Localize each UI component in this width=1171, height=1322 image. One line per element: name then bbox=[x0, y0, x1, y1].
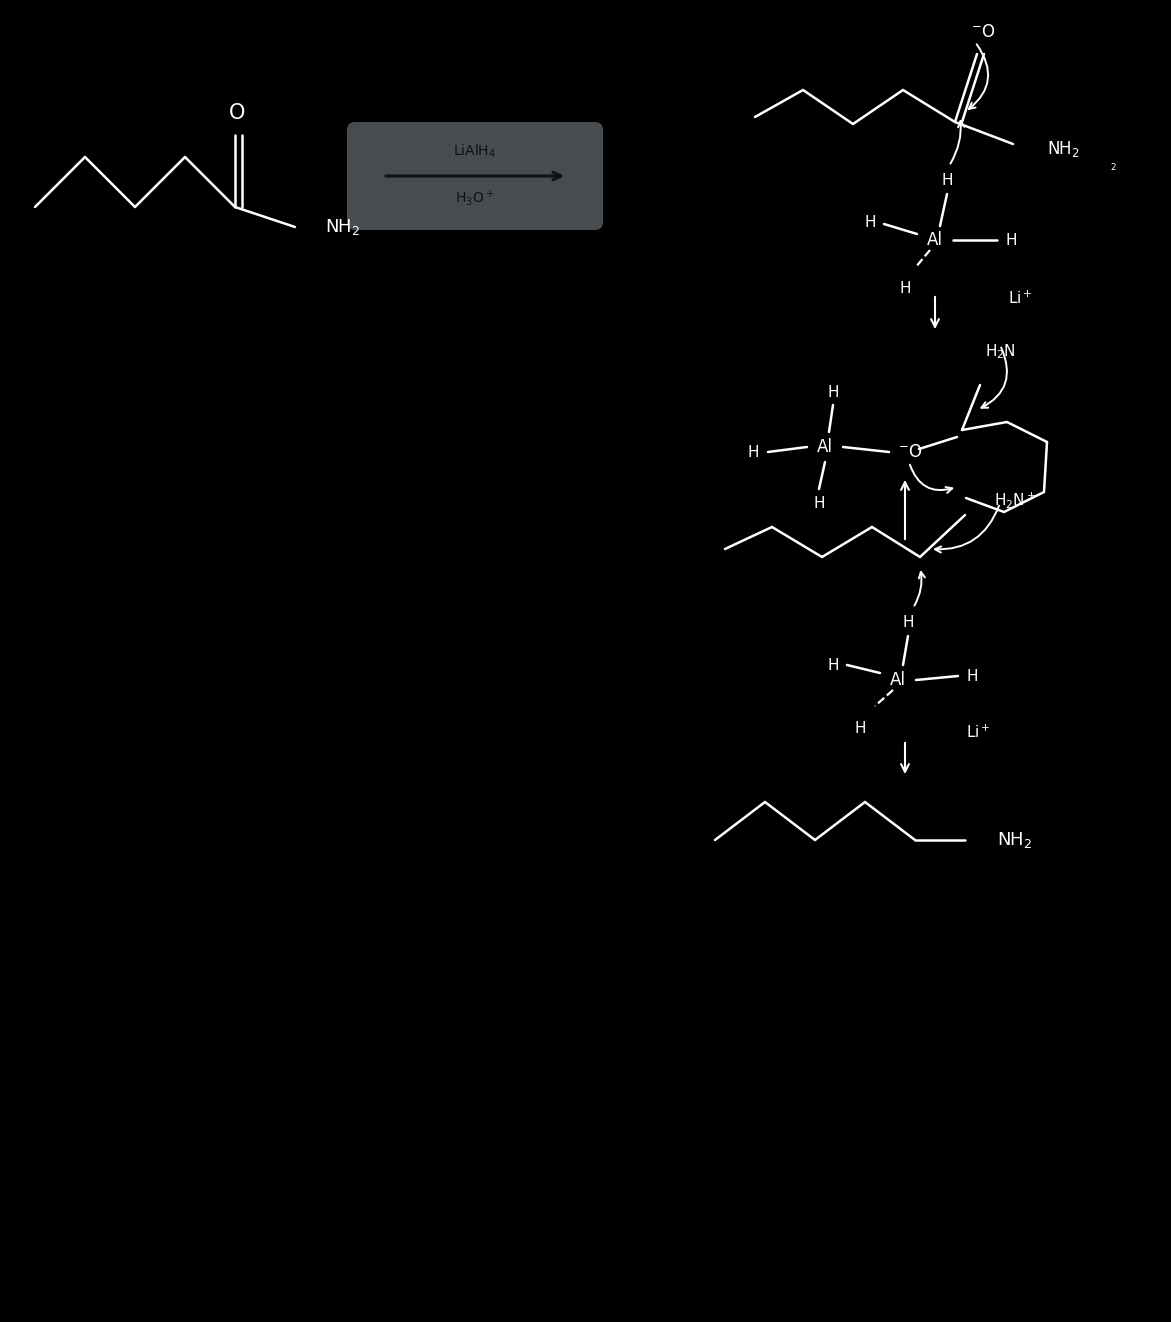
Text: Li$^+$: Li$^+$ bbox=[1007, 290, 1033, 307]
Text: H: H bbox=[902, 615, 913, 629]
Text: H$_2$N: H$_2$N bbox=[985, 342, 1015, 361]
Text: H: H bbox=[864, 214, 876, 230]
Text: Al: Al bbox=[890, 672, 906, 689]
Text: H: H bbox=[1005, 233, 1016, 247]
Text: H: H bbox=[747, 444, 759, 460]
Text: H: H bbox=[827, 657, 838, 673]
Text: Al: Al bbox=[817, 438, 833, 456]
Text: H$_2$N$^+$: H$_2$N$^+$ bbox=[994, 490, 1036, 510]
Text: H: H bbox=[899, 280, 911, 296]
Text: H$_3$O$^+$: H$_3$O$^+$ bbox=[456, 188, 494, 208]
Text: H: H bbox=[941, 172, 953, 188]
Text: LiAlH$_4$: LiAlH$_4$ bbox=[453, 143, 497, 160]
FancyBboxPatch shape bbox=[347, 122, 603, 230]
Text: NH$_2$: NH$_2$ bbox=[1047, 139, 1080, 159]
Text: Li$^+$: Li$^+$ bbox=[966, 723, 991, 740]
Text: NH$_2$: NH$_2$ bbox=[998, 830, 1033, 850]
Text: $^{-}$O: $^{-}$O bbox=[971, 22, 995, 41]
Text: $_{2}$: $_{2}$ bbox=[1110, 160, 1116, 172]
Text: $^{-}$O: $^{-}$O bbox=[898, 443, 923, 461]
Text: NH$_2$: NH$_2$ bbox=[326, 217, 361, 237]
Text: H: H bbox=[827, 385, 838, 399]
Text: H: H bbox=[813, 496, 824, 510]
Text: Al: Al bbox=[927, 231, 943, 249]
Text: H: H bbox=[855, 720, 865, 735]
Text: H: H bbox=[966, 669, 978, 683]
Text: O: O bbox=[228, 103, 245, 123]
